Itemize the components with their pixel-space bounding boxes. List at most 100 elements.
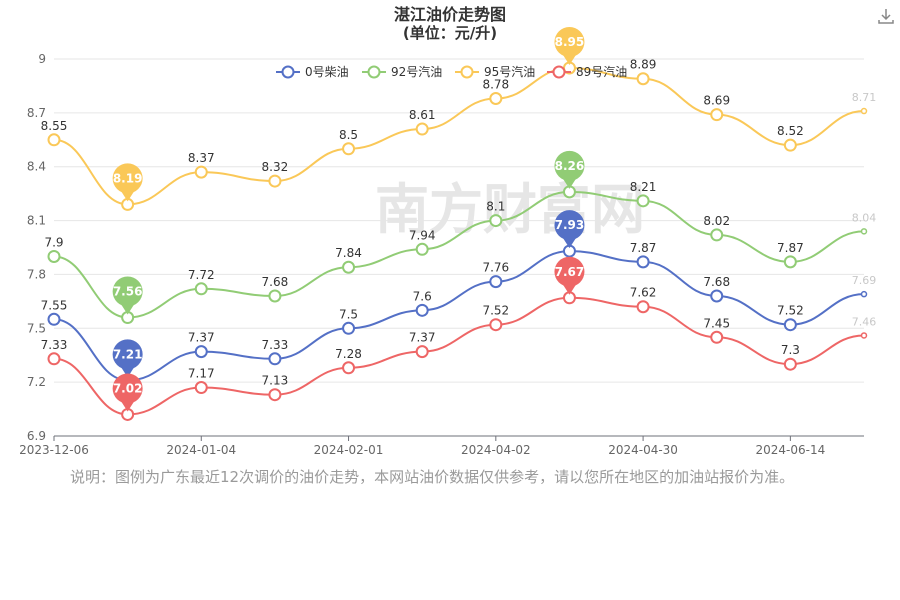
data-label: 7.33 [262, 338, 289, 352]
pin-label: 7.56 [113, 285, 143, 299]
watermark-text: 南方财富网 [375, 178, 645, 241]
chart-subtitle: (单位：元/升) [403, 24, 497, 42]
pin-head [554, 210, 585, 241]
data-point [268, 174, 282, 188]
data-label: 7.94 [409, 228, 436, 242]
axes: 6.9 7.2 7.5 7.8 8.1 8.4 8.7 9 2023-12-06 2024-01-… [19, 52, 864, 457]
pin-head [112, 339, 143, 370]
pin-label: 8.19 [113, 171, 143, 185]
data-point [489, 214, 503, 228]
data-point [415, 242, 429, 256]
data-point [268, 352, 282, 366]
data-point [489, 91, 503, 105]
series-line [53, 190, 865, 319]
data-label: 7.87 [630, 241, 657, 255]
data-point [415, 122, 429, 136]
pin-label: 7.93 [555, 218, 585, 232]
legend-item[interactable]: 95号汽油 [455, 64, 535, 79]
data-label: 8.71 [852, 91, 877, 104]
data-label: 7.3 [781, 343, 800, 357]
pin-head [112, 276, 143, 307]
data-point [489, 318, 503, 332]
pin-label: 7.67 [555, 265, 585, 279]
data-label: 7.46 [852, 315, 877, 328]
data-point [415, 303, 429, 317]
data-point [268, 388, 282, 402]
pin-label: 7.21 [113, 347, 143, 361]
x-tick-label: 2024-01-04 [166, 443, 236, 457]
download-icon[interactable] [876, 6, 896, 26]
data-point [783, 138, 797, 152]
data-label: 8.55 [41, 119, 68, 133]
legend[interactable]: 0号柴油 92号汽油 95号汽油 89号汽油 [276, 64, 627, 79]
data-label: 8.5 [339, 128, 358, 142]
data-point [342, 142, 356, 156]
y-tick-label: 8.4 [27, 160, 46, 174]
pin-label: 8.26 [555, 159, 585, 173]
data-point [636, 300, 650, 314]
data-point [710, 108, 724, 122]
data-label: 7.33 [41, 338, 68, 352]
data-label: 7.52 [482, 304, 509, 318]
grid-lines [54, 58, 864, 437]
data-label: 8.21 [630, 180, 657, 194]
data-label: 7.68 [703, 275, 730, 289]
data-point [860, 332, 868, 339]
y-tick-label: 7.5 [27, 321, 46, 335]
data-label: 8.04 [852, 211, 877, 224]
data-label: 7.72 [188, 268, 215, 282]
data-point [194, 282, 208, 296]
data-label: 7.68 [262, 275, 289, 289]
legend-item[interactable]: 89号汽油 [547, 64, 627, 79]
data-label: 7.52 [777, 304, 804, 318]
data-point [860, 290, 868, 298]
max-min-pins: 7.93 7.21 8.26 7.56 8.95 8.19 7.67 7.02 [112, 26, 585, 412]
data-point [783, 357, 797, 371]
data-point [47, 133, 61, 147]
data-label: 7.5 [339, 307, 358, 321]
legend-swatch-marker [281, 65, 295, 79]
data-label: 7.9 [44, 235, 63, 249]
data-point [342, 260, 356, 274]
chart-note: 说明：图例为广东最近12次调价的油价走势，本网站油价数据仅供参考，请以您所在地区… [70, 468, 795, 486]
watermark: 南方财富网 [375, 178, 645, 241]
data-point [636, 255, 650, 269]
data-label: 8.52 [777, 124, 804, 138]
data-point [194, 381, 208, 395]
legend-label: 89号汽油 [576, 64, 627, 79]
x-tick-label: 2024-02-01 [314, 443, 384, 457]
data-label: 7.17 [188, 367, 215, 381]
data-point [783, 255, 797, 269]
series-lines: 7.55 7.37 7.33 7.5 7.6 7.76 7.87 7.68 7.52 7.69 7.… [41, 58, 877, 421]
data-label: 7.69 [852, 274, 877, 287]
data-point [415, 345, 429, 359]
legend-label: 0号柴油 [305, 65, 349, 79]
data-label: 7.55 [41, 298, 68, 312]
y-tick-label: 6.9 [27, 429, 46, 443]
pin-head [554, 256, 585, 287]
y-tick-label: 7.8 [27, 267, 46, 281]
y-tick-label: 7.2 [27, 375, 46, 389]
data-label: 7.84 [335, 246, 362, 260]
data-point [194, 345, 208, 359]
data-point [194, 165, 208, 179]
y-tick-label: 8.1 [27, 214, 46, 228]
data-label: 7.37 [188, 331, 215, 345]
legend-swatch-marker [552, 65, 566, 79]
data-label: 7.87 [777, 241, 804, 255]
legend-swatch-marker [460, 65, 474, 79]
pin-head [112, 163, 143, 194]
legend-item[interactable]: 0号柴油 [276, 65, 349, 79]
data-label: 7.45 [703, 316, 730, 330]
data-label: 7.6 [413, 289, 432, 303]
pin-label: 8.95 [555, 35, 585, 49]
data-point [860, 228, 868, 235]
data-point [342, 361, 356, 375]
data-label: 8.02 [703, 214, 730, 228]
legend-item[interactable]: 92号汽油 [362, 64, 442, 79]
data-point [710, 289, 724, 303]
data-label: 8.69 [703, 94, 730, 108]
data-point [636, 72, 650, 86]
data-label: 8.78 [482, 77, 509, 91]
